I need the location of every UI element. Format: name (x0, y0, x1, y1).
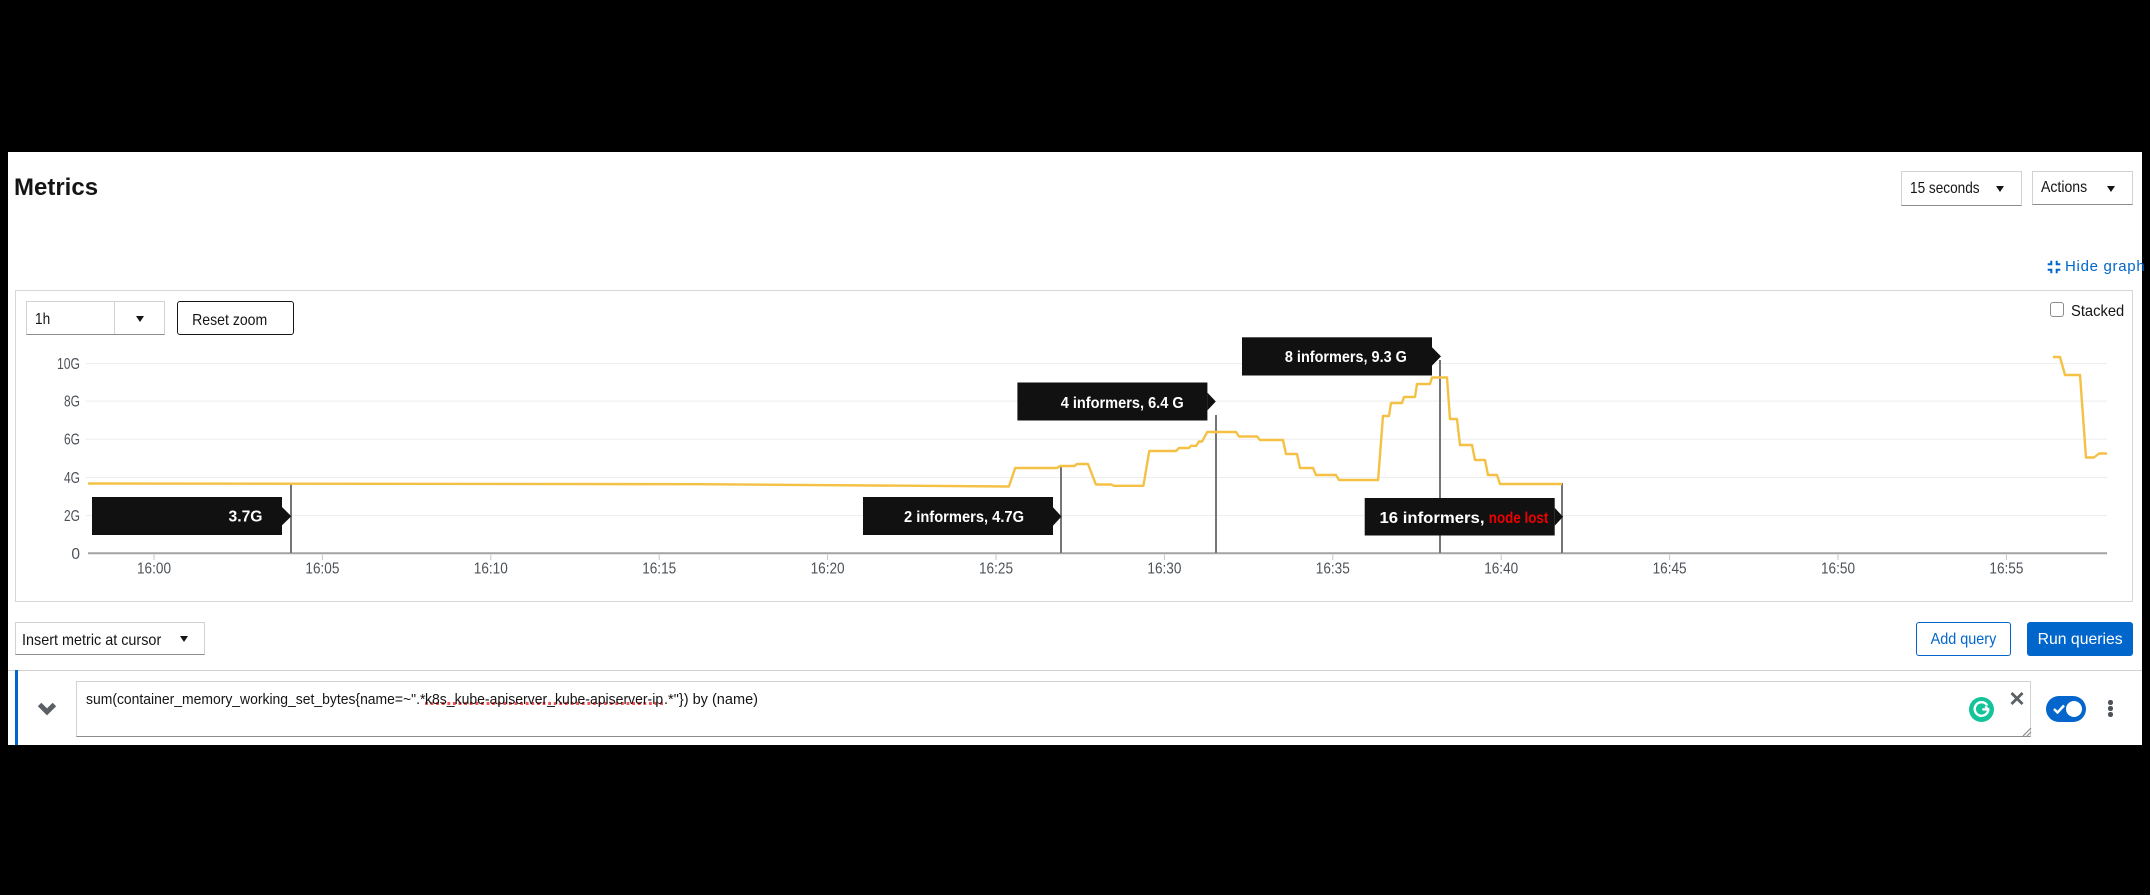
svg-text:4 informers, 6.4 G: 4 informers, 6.4 G (1061, 395, 1184, 412)
svg-text:16:40: 16:40 (1484, 560, 1518, 577)
svg-text:16:15: 16:15 (642, 560, 676, 577)
svg-text:3.7G: 3.7G (229, 509, 263, 526)
svg-text:16:55: 16:55 (1989, 560, 2023, 577)
svg-text:16:25: 16:25 (979, 560, 1013, 577)
svg-text:8G: 8G (64, 393, 80, 410)
svg-text:4G: 4G (64, 470, 80, 487)
svg-text:2G: 2G (64, 508, 80, 525)
svg-text:10G: 10G (57, 356, 80, 373)
svg-text:node lost: node lost (1489, 510, 1549, 527)
svg-text:16:35: 16:35 (1316, 560, 1350, 577)
svg-text:16:20: 16:20 (811, 560, 845, 577)
svg-text:16:05: 16:05 (305, 560, 339, 577)
svg-text:16 informers,: 16 informers, (1380, 510, 1485, 527)
svg-text:2 informers, 4.7G: 2 informers, 4.7G (904, 509, 1024, 526)
svg-text:8 informers, 9.3 G: 8 informers, 9.3 G (1285, 349, 1407, 366)
svg-text:6G: 6G (64, 432, 80, 449)
svg-text:16:45: 16:45 (1653, 560, 1687, 577)
svg-text:0: 0 (71, 546, 80, 563)
svg-text:16:00: 16:00 (137, 560, 171, 577)
svg-text:16:50: 16:50 (1821, 560, 1855, 577)
svg-text:16:30: 16:30 (1147, 560, 1181, 577)
svg-text:16:10: 16:10 (474, 560, 508, 577)
